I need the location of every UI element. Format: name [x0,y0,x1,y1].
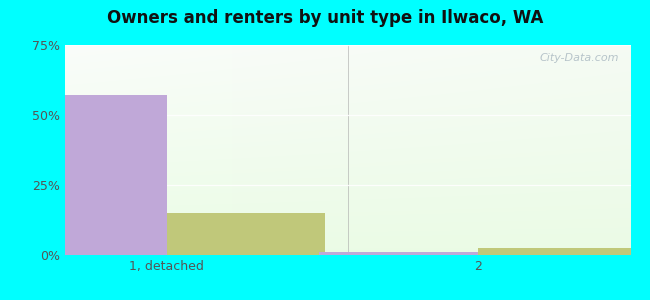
Bar [8,95,167,255]
Text: City-Data.com: City-Data.com [540,53,619,63]
Bar [478,248,636,255]
Bar [319,252,478,255]
Text: Owners and renters by unit type in Ilwaco, WA: Owners and renters by unit type in Ilwac… [107,9,543,27]
Bar [167,213,325,255]
